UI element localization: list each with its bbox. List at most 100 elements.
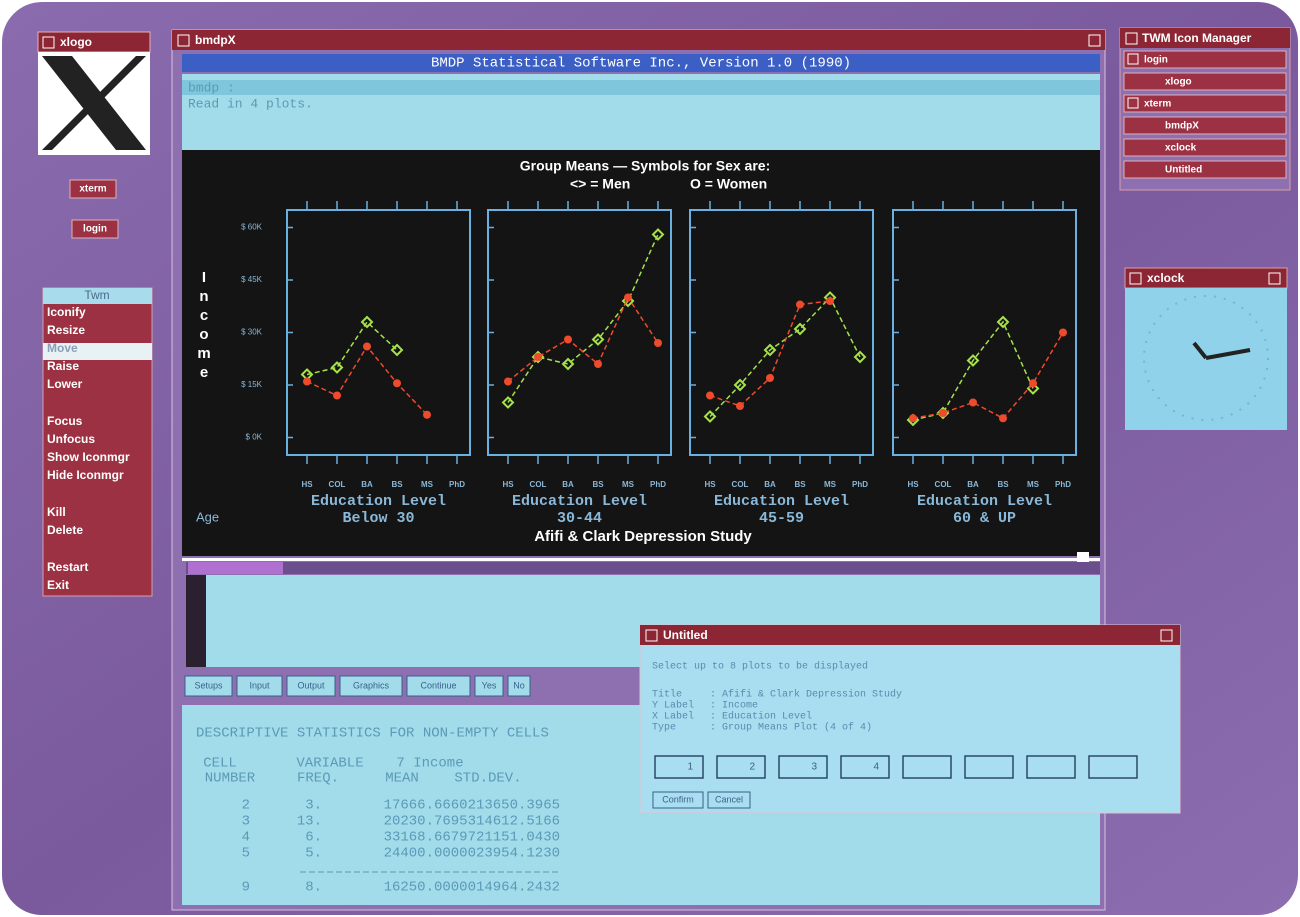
entry-label[interactable]: bmdpX <box>1165 121 1199 132</box>
menu-item[interactable]: Kill <box>47 505 66 519</box>
x-tick-label: COL <box>935 480 952 489</box>
marker <box>826 297 834 305</box>
button-label[interactable]: Graphics <box>353 680 390 690</box>
marker <box>1059 329 1067 337</box>
entry[interactable] <box>1124 73 1286 90</box>
message: Read in 4 plots. <box>188 96 313 111</box>
slot[interactable] <box>1089 756 1137 778</box>
x-tick-label: HS <box>502 480 514 489</box>
slot-label[interactable]: 4 <box>873 762 879 773</box>
output-text: DESCRIPTIVE STATISTICS FOR NON-EMPTY CEL… <box>196 726 549 742</box>
legend-entry: <> = Men <box>570 176 630 192</box>
marker <box>393 379 401 387</box>
marker <box>939 409 947 417</box>
xlogo-window[interactable]: xlogo <box>38 32 150 155</box>
slot-label[interactable]: 1 <box>687 762 693 773</box>
button-label[interactable]: Setups <box>194 680 223 690</box>
x-tick-label: PhD <box>1055 480 1071 489</box>
entry[interactable] <box>1124 117 1286 134</box>
field-value: : Afifi & Clark Depression Study <box>710 689 902 701</box>
marker <box>999 414 1007 422</box>
slot[interactable] <box>779 756 827 778</box>
menu-item[interactable]: Show Iconmgr <box>47 450 130 464</box>
button-label[interactable]: Input <box>249 680 270 690</box>
menu-item[interactable]: Exit <box>47 578 69 592</box>
output-text: 24400.0000023954.1230 <box>384 846 560 862</box>
output-text: 2 <box>242 798 250 814</box>
marker <box>504 378 512 386</box>
marker <box>303 378 311 386</box>
plot-footer: Afifi & Clark Depression Study <box>534 528 752 545</box>
menu-item[interactable]: Hide Iconmgr <box>47 468 124 482</box>
menu-item[interactable]: Unfocus <box>47 432 95 446</box>
marker <box>1029 379 1037 387</box>
menu-item[interactable]: Restart <box>47 560 88 574</box>
x-tick-label: PhD <box>852 480 868 489</box>
prompt: bmdp : <box>188 80 235 95</box>
slot[interactable] <box>1027 756 1075 778</box>
menu-item[interactable]: Move <box>47 341 78 355</box>
output-text: FREQ. <box>297 771 339 787</box>
x-tick-label: BA <box>764 480 776 489</box>
marker <box>909 414 917 422</box>
button-label[interactable]: No <box>513 680 525 690</box>
x-tick-label: HS <box>704 480 716 489</box>
x-tick-label: BS <box>592 480 604 489</box>
entry-label[interactable]: Untitled <box>1165 165 1202 176</box>
window-title: bmdpX <box>195 33 236 47</box>
menu-item[interactable]: Resize <box>47 323 85 337</box>
desktop: xlogo Twm Iconify Resize Move Raise Lower Foc… <box>0 0 1300 917</box>
y-tick-label: $ 30K <box>241 328 263 337</box>
window-title: TWM Icon Manager <box>1142 31 1252 45</box>
x-tick-label: MS <box>1027 480 1040 489</box>
x-tick-label: BA <box>361 480 373 489</box>
button-label[interactable]: Continue <box>420 680 456 690</box>
menu-item[interactable]: Iconify <box>47 305 86 319</box>
entry[interactable] <box>1124 161 1286 178</box>
x-tick-label: PhD <box>650 480 666 489</box>
slot[interactable] <box>903 756 951 778</box>
entry-label[interactable]: xclock <box>1165 143 1197 154</box>
x-tick-label: BS <box>391 480 403 489</box>
x-tick-label: BA <box>967 480 979 489</box>
menu-item[interactable]: Raise <box>47 359 79 373</box>
button-label[interactable]: Cancel <box>715 794 743 804</box>
slot[interactable] <box>655 756 703 778</box>
field-label: Y Label <box>652 700 694 712</box>
button-label[interactable]: Yes <box>482 680 497 690</box>
menu-title: Twm <box>84 288 109 302</box>
panel-subtitle: 30-44 <box>557 510 602 527</box>
button-label[interactable]: Confirm <box>662 794 694 804</box>
x-axis-label: Education Level <box>311 493 446 510</box>
marker <box>736 402 744 410</box>
slot-label[interactable]: 2 <box>749 762 755 773</box>
output-text: 3 <box>242 814 250 830</box>
x-axis-label: Education Level <box>512 493 647 510</box>
x-tick-label: MS <box>421 480 434 489</box>
entry-label[interactable]: login <box>1144 55 1168 66</box>
x-axis-label: Education Level <box>714 493 849 510</box>
slot[interactable] <box>841 756 889 778</box>
output-text: 3. <box>305 798 322 814</box>
output-text: 6. <box>305 830 322 846</box>
legend-entry: O = Women <box>690 176 767 192</box>
output-text: VARIABLE <box>296 756 363 772</box>
marker <box>363 343 371 351</box>
menu-item[interactable]: Lower <box>47 377 83 391</box>
button-label[interactable]: Output <box>297 680 325 690</box>
marker <box>624 294 632 302</box>
output-text: 4 <box>242 830 250 846</box>
menu-item[interactable]: Delete <box>47 523 83 537</box>
slot-label[interactable]: 3 <box>811 762 817 773</box>
marker <box>534 353 542 361</box>
slot[interactable] <box>717 756 765 778</box>
x-tick-label: MS <box>622 480 635 489</box>
marker <box>333 392 341 400</box>
entry-label[interactable]: xlogo <box>1165 77 1192 88</box>
xclock-window[interactable]: xclock <box>1125 268 1287 430</box>
slot[interactable] <box>965 756 1013 778</box>
entry[interactable] <box>1124 139 1286 156</box>
x-tick-label: BS <box>794 480 806 489</box>
entry-label[interactable]: xterm <box>1144 99 1171 110</box>
menu-item[interactable]: Focus <box>47 414 83 428</box>
